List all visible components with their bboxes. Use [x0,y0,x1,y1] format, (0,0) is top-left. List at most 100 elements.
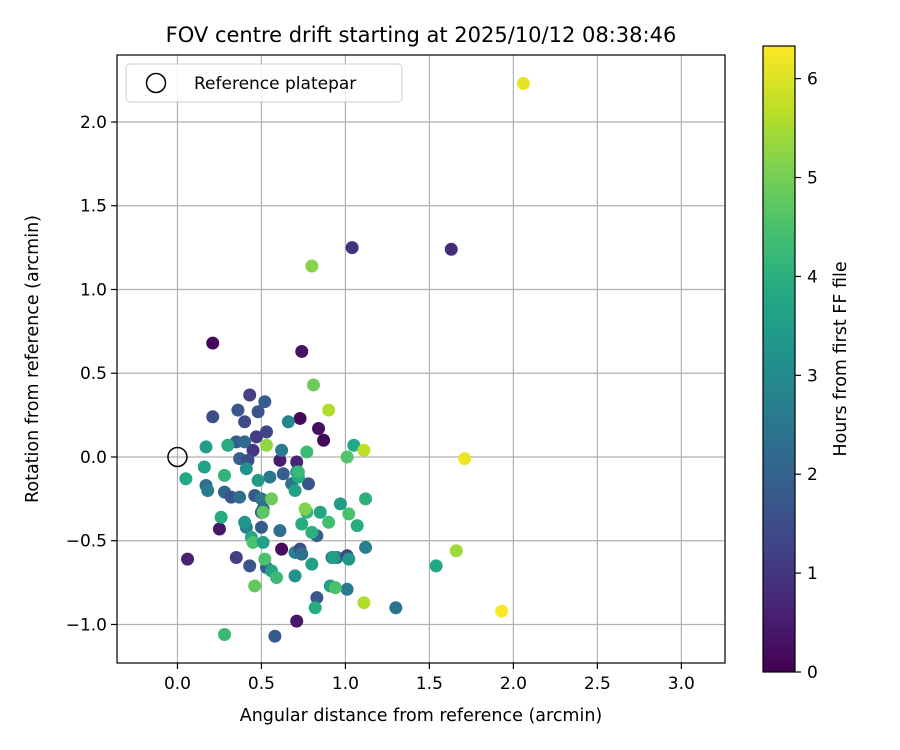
data-point [246,535,260,549]
data-point [495,604,509,618]
data-point [276,467,290,481]
data-point [251,473,265,487]
data-point [268,629,282,643]
data-point [295,517,309,531]
x-tick-label: 2.0 [500,674,527,694]
y-tick-label: 1.5 [80,197,107,217]
data-point [305,525,319,539]
data-point [322,515,336,529]
data-point [273,524,287,538]
data-point [342,552,356,566]
data-point [273,453,287,467]
data-point [281,415,295,429]
data-point [201,483,215,497]
data-point [290,614,304,628]
chart-title: FOV centre drift starting at 2025/10/12 … [166,23,677,47]
data-point [342,507,356,521]
data-point [231,403,245,417]
grid [117,55,725,663]
data-point [301,477,315,491]
data-point [288,569,302,583]
data-point [259,425,273,439]
data-point [258,395,272,409]
data-point [298,502,312,516]
data-point [239,462,253,476]
colorbar-label: Hours from first FF file [831,261,851,456]
data-point [313,505,327,519]
data-point [444,242,458,256]
data-point [347,438,361,452]
x-tick-label: 3.0 [668,674,695,694]
data-point [217,628,231,642]
data-point [307,378,321,392]
data-point [357,443,371,457]
data-point [288,483,302,497]
reference-marker [167,446,188,468]
x-axis: 0.0 0.5 1.0 1.5 2.0 2.5 3.0 [164,663,695,694]
data-point [199,440,213,454]
data-point [179,472,193,486]
data-points [179,76,530,643]
data-point [308,601,322,615]
data-point [254,520,268,534]
data-point [229,550,243,564]
x-tick-label: 1.0 [332,674,359,694]
data-point [233,490,247,504]
x-tick-label: 2.5 [584,674,611,694]
data-point [312,422,326,436]
data-point [275,542,289,556]
data-point [238,415,252,429]
data-point [295,547,309,561]
data-point [256,535,270,549]
data-point [449,544,463,558]
colorbar: 0 1 2 3 4 5 6 Hours from first FF file [762,45,851,683]
data-point [317,433,331,447]
data-point [275,443,289,457]
data-point [248,579,262,593]
data-point [340,450,354,464]
y-tick-label: −0.5 [66,532,107,552]
data-point [259,438,273,452]
data-point [238,515,252,529]
data-point [322,403,336,417]
data-point [305,259,319,273]
data-point [310,591,324,605]
data-point [238,435,252,449]
colorbar-tick-label: 4 [807,267,818,287]
legend-marker-open-circle [145,72,167,94]
data-point [359,492,373,506]
data-point [221,438,235,452]
data-point [429,559,443,573]
plot-frame [116,54,726,664]
data-point [197,460,211,474]
colorbar-ticks: 0 1 2 3 4 5 6 [795,70,818,683]
y-tick-label: 0.5 [80,364,107,384]
data-point [256,505,270,519]
y-axis-label: Rotation from reference (arcmin) [23,215,43,503]
data-point [181,552,195,566]
data-point [458,452,472,466]
data-point [340,582,354,596]
data-point [217,468,231,482]
data-point [251,405,265,419]
data-point [246,443,260,457]
x-axis-label: Angular distance from reference (arcmin) [240,706,603,726]
colorbar-tick-label: 6 [807,70,818,90]
y-tick-label: 1.0 [80,280,107,300]
data-point [254,492,268,506]
legend: Reference platepar [125,63,403,103]
colorbar-tick-label: 5 [807,169,818,189]
colorbar-tick-label: 2 [807,465,818,485]
data-point [249,430,263,444]
colorbar-tick-label: 1 [807,564,818,584]
data-point [516,76,530,90]
colorbar-gradient [762,45,796,673]
legend-label: Reference platepar [194,74,356,94]
data-point [350,519,364,533]
data-point [359,540,373,554]
x-tick-label: 0.5 [248,674,275,694]
data-point [270,571,284,585]
data-point [300,445,314,459]
data-point [293,411,307,425]
